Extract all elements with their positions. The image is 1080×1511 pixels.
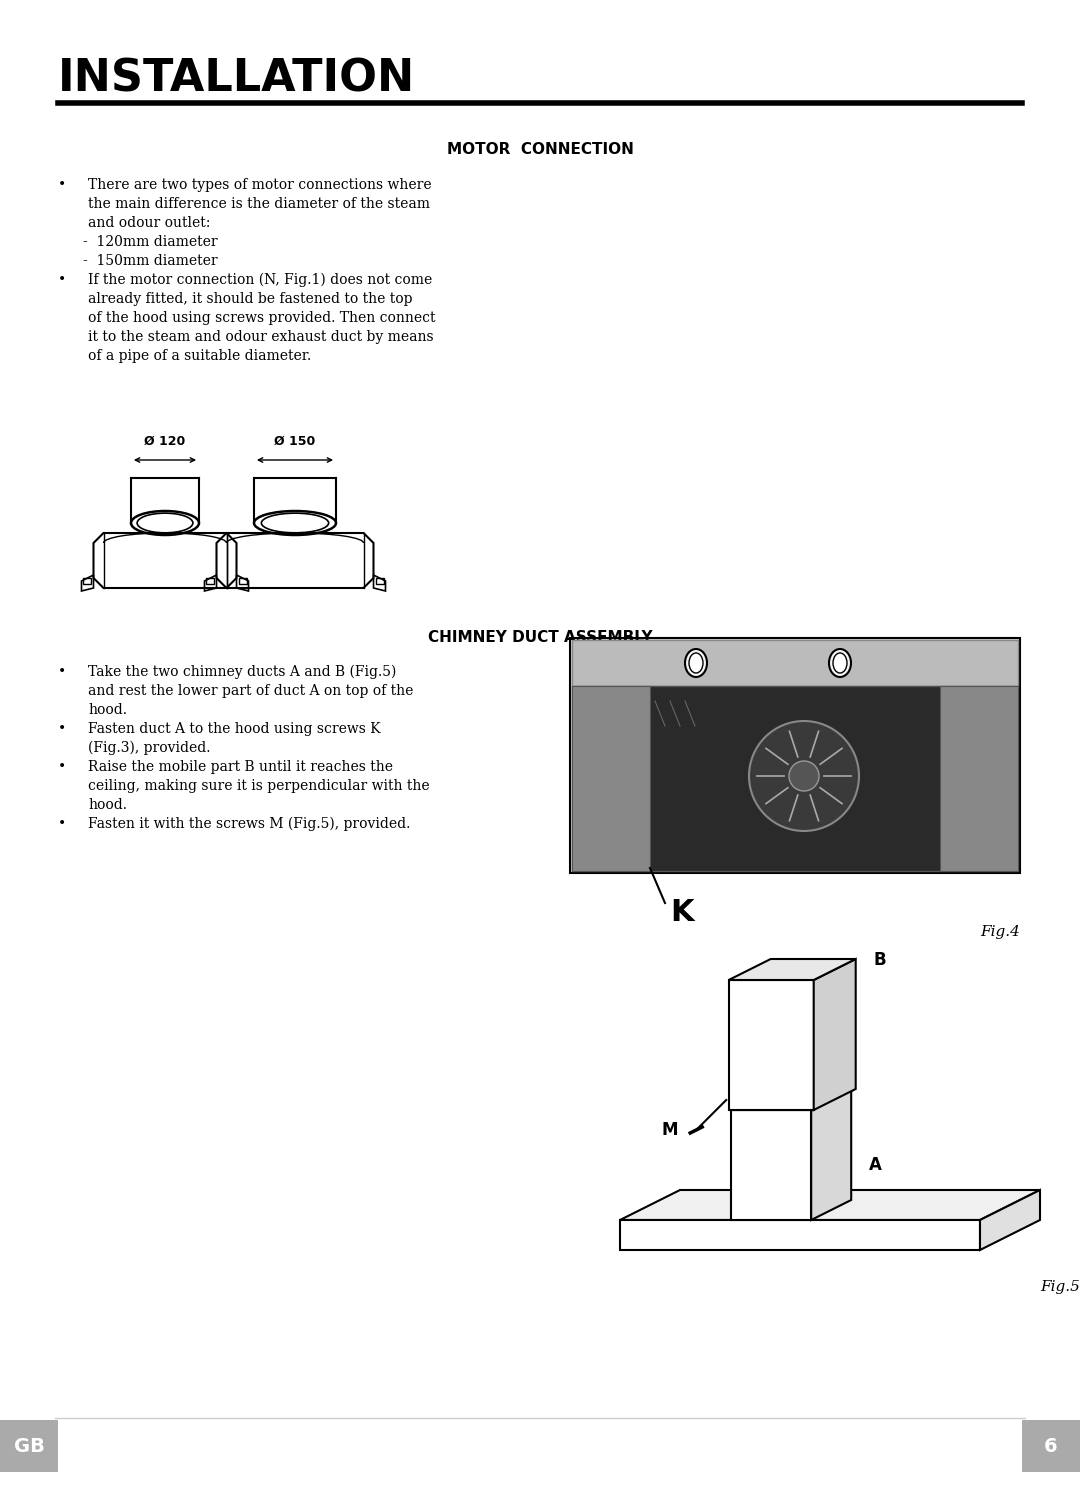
Ellipse shape (833, 653, 847, 672)
Ellipse shape (689, 653, 703, 672)
Text: K: K (670, 898, 693, 928)
Text: and odour outlet:: and odour outlet: (87, 216, 211, 230)
Text: 6: 6 (1044, 1437, 1057, 1455)
Text: •: • (58, 817, 66, 831)
Ellipse shape (789, 762, 819, 790)
Text: Ø 120: Ø 120 (145, 435, 186, 447)
Text: the main difference is the diameter of the steam: the main difference is the diameter of t… (87, 196, 430, 212)
Polygon shape (1022, 1420, 1080, 1472)
Text: it to the steam and odour exhaust duct by means: it to the steam and odour exhaust duct b… (87, 329, 434, 345)
Polygon shape (980, 1191, 1040, 1250)
Bar (376, 579, 383, 583)
Text: INSTALLATION: INSTALLATION (58, 57, 415, 101)
Polygon shape (940, 686, 1018, 870)
Ellipse shape (685, 650, 707, 677)
Text: B: B (874, 950, 887, 969)
Polygon shape (620, 1191, 1040, 1219)
Polygon shape (0, 1420, 58, 1472)
Bar (205, 579, 214, 583)
Text: CHIMNEY DUCT ASSEMBLY: CHIMNEY DUCT ASSEMBLY (428, 630, 652, 645)
Text: ceiling, making sure it is perpendicular with the: ceiling, making sure it is perpendicular… (87, 780, 430, 793)
Text: •: • (58, 178, 66, 192)
Polygon shape (620, 1219, 980, 1250)
Polygon shape (731, 1089, 851, 1111)
Text: A: A (869, 1156, 882, 1174)
Ellipse shape (750, 721, 859, 831)
Polygon shape (572, 686, 1018, 870)
Text: Raise the mobile part B until it reaches the: Raise the mobile part B until it reaches… (87, 760, 393, 774)
Text: If the motor connection (N, Fig.1) does not come: If the motor connection (N, Fig.1) does … (87, 273, 432, 287)
Polygon shape (570, 638, 1020, 873)
Text: •: • (58, 665, 66, 678)
Text: (Fig.3), provided.: (Fig.3), provided. (87, 740, 211, 756)
Text: •: • (58, 760, 66, 774)
Text: of a pipe of a suitable diameter.: of a pipe of a suitable diameter. (87, 349, 311, 363)
Text: and rest the lower part of duct A on top of the: and rest the lower part of duct A on top… (87, 684, 414, 698)
Text: M: M (661, 1121, 678, 1139)
Text: •: • (58, 722, 66, 736)
Text: -  150mm diameter: - 150mm diameter (83, 254, 218, 267)
Ellipse shape (829, 650, 851, 677)
Text: -  120mm diameter: - 120mm diameter (83, 236, 218, 249)
Text: Fig.4: Fig.4 (981, 925, 1020, 938)
Text: already fitted, it should be fastened to the top: already fitted, it should be fastened to… (87, 292, 413, 307)
Text: of the hood using screws provided. Then connect: of the hood using screws provided. Then … (87, 311, 435, 325)
Text: MOTOR  CONNECTION: MOTOR CONNECTION (446, 142, 634, 157)
Text: Ø 150: Ø 150 (274, 435, 315, 447)
Text: Fasten it with the screws M (Fig.5), provided.: Fasten it with the screws M (Fig.5), pro… (87, 817, 410, 831)
Bar (82, 579, 91, 583)
Bar (239, 579, 246, 583)
Polygon shape (811, 1089, 851, 1219)
Text: hood.: hood. (87, 703, 127, 718)
Text: Take the two chimney ducts A and B (Fig.5): Take the two chimney ducts A and B (Fig.… (87, 665, 396, 680)
Polygon shape (572, 641, 1018, 686)
Text: Fig.5: Fig.5 (1040, 1280, 1080, 1293)
Polygon shape (731, 1111, 811, 1219)
Text: GB: GB (14, 1437, 44, 1455)
Text: Fasten duct A to the hood using screws K: Fasten duct A to the hood using screws K (87, 722, 380, 736)
Polygon shape (729, 981, 813, 1111)
Text: There are two types of motor connections where: There are two types of motor connections… (87, 178, 432, 192)
Polygon shape (813, 959, 855, 1111)
Text: hood.: hood. (87, 798, 127, 811)
Polygon shape (729, 959, 855, 981)
Text: •: • (58, 273, 66, 287)
Polygon shape (572, 686, 650, 870)
